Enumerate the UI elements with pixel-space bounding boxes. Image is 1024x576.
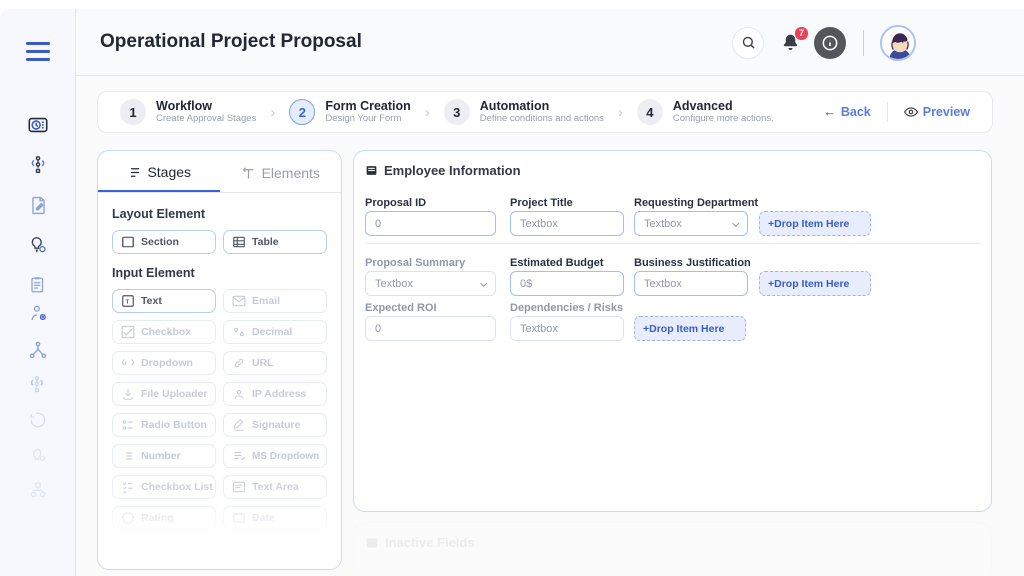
svg-text:T: T xyxy=(126,299,130,305)
